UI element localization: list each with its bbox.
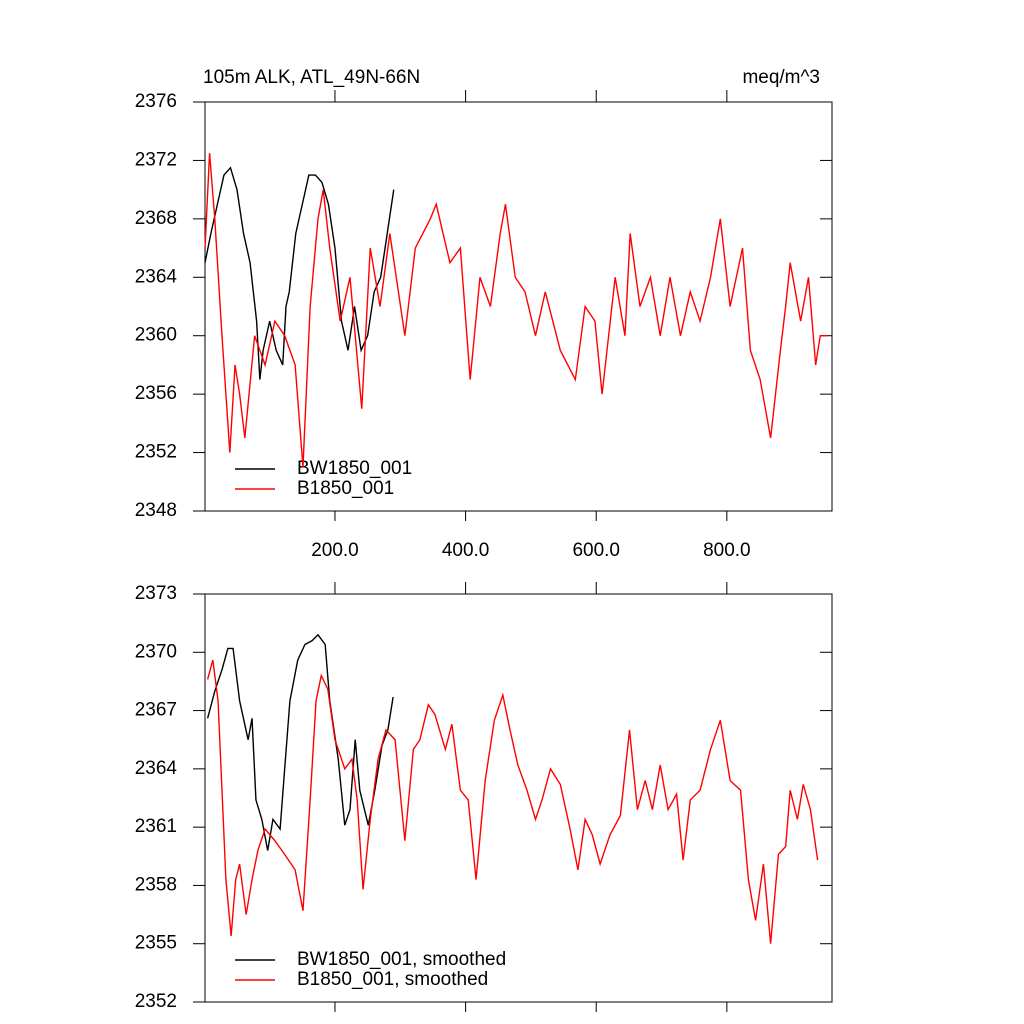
y-tick-label: 2352 (135, 442, 177, 463)
y-tick-label: 2370 (135, 641, 177, 662)
data-line (206, 633, 394, 851)
y-tick-label: 2364 (135, 266, 178, 287)
data-line (204, 166, 395, 380)
y-tick-label: 2373 (135, 583, 177, 604)
x-tick-label: 200.0 (311, 540, 359, 561)
legend-label: B1850_001 (297, 478, 394, 499)
y-tick-label: 2368 (135, 208, 177, 229)
plot-frame (204, 101, 833, 512)
data-line (206, 659, 819, 944)
y-tick-label: 2360 (135, 325, 177, 346)
legend-label: BW1850_001, smoothed (297, 949, 506, 970)
legend-label: BW1850_001 (297, 458, 412, 479)
y-tick-label: 2352 (135, 991, 177, 1012)
y-tick-label: 2358 (135, 874, 177, 895)
y-tick-label: 2361 (135, 816, 177, 837)
y-tick-label: 2348 (135, 500, 177, 521)
x-tick-label: 800.0 (703, 540, 751, 561)
x-tick-label: 400.0 (442, 540, 490, 561)
data-line (204, 153, 828, 468)
y-tick-label: 2367 (135, 700, 177, 721)
x-tick-label: 600.0 (572, 540, 620, 561)
y-tick-label: 2372 (135, 149, 177, 170)
chart-title: 105m ALK, ATL_49N-66N (203, 67, 420, 88)
legend-label: B1850_001, smoothed (297, 969, 488, 990)
plot-frame (204, 593, 833, 1003)
units-label: meq/m^3 (742, 67, 820, 88)
y-tick-label: 2355 (135, 933, 177, 954)
y-tick-label: 2356 (135, 383, 177, 404)
y-tick-label: 2376 (135, 91, 177, 112)
y-tick-label: 2364 (135, 758, 178, 779)
